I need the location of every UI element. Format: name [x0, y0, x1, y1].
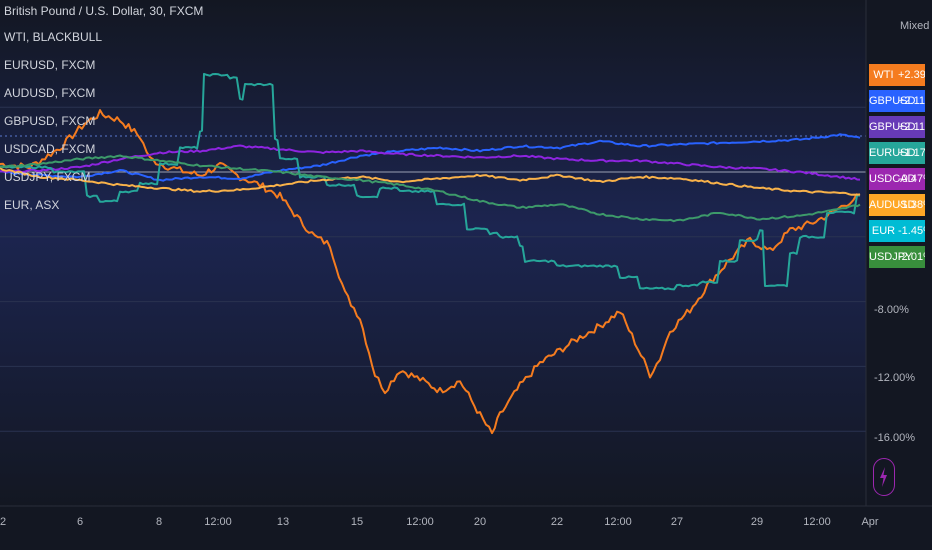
series-line-eurusd-3[interactable]	[0, 72, 860, 291]
x-tick-label: 13	[276, 516, 290, 528]
scale-mode-label[interactable]: Mixed	[900, 20, 930, 32]
x-tick-label: 27	[670, 516, 684, 528]
series-line-gbpusd-2[interactable]	[0, 144, 861, 181]
legend-item[interactable]: EUR, ASX	[4, 198, 60, 212]
price-badge-symbol: GBPUSD	[869, 121, 916, 133]
x-tick-label: 12:00	[406, 516, 434, 528]
price-badge-symbol: USDJPY	[869, 251, 913, 263]
x-tick-label: 2	[0, 516, 7, 528]
price-badge-usdcad: USDCAD-0.47%	[869, 168, 925, 190]
legend-item[interactable]: USDJPY, FXCM	[4, 170, 91, 184]
y-tick-label: -8.00%	[874, 304, 909, 316]
x-tick-label: 29	[750, 516, 764, 528]
price-badge-symbol: EUR	[871, 225, 896, 237]
x-tick-label: 15	[350, 516, 364, 528]
y-tick-label: -16.00%	[874, 432, 915, 444]
series-line-audusd-4[interactable]	[0, 167, 861, 196]
legend-item[interactable]: GBPUSD, FXCM	[4, 114, 96, 128]
lightning-glyph	[880, 467, 887, 487]
x-tick-label: 8	[155, 516, 163, 528]
price-badge-value: -0.47%	[898, 173, 925, 185]
price-badge-audusd: AUDUSD-1.38%	[869, 194, 925, 216]
price-badge-gbpusd: GBPUSD+2.11%	[869, 116, 925, 138]
legend-item[interactable]: WTI, BLACKBULL	[4, 30, 103, 44]
legend-item[interactable]: USDCAD, FXCM	[4, 142, 96, 156]
price-badge-usdjpy: USDJPY-2.01%	[869, 246, 925, 268]
price-badge-value: -2.01%	[898, 251, 925, 263]
x-tick-label: 6	[76, 516, 84, 528]
series-line-usdjpy-5[interactable]	[0, 154, 861, 223]
x-tick-label: 12:00	[604, 516, 632, 528]
y-tick-label: -12.00%	[874, 372, 915, 384]
plot-background	[0, 0, 866, 506]
x-tick-label: 12:00	[204, 516, 232, 528]
price-badge-value: +2.11%	[898, 121, 925, 133]
price-badge-symbol: GBPUSD	[869, 95, 916, 107]
price-badge-wti: WTI +2.39%	[869, 64, 925, 86]
price-badge-symbol: USDCAD	[869, 173, 916, 185]
x-tick-label: 12:00	[803, 516, 831, 528]
x-tick-label: 22	[550, 516, 564, 528]
main-symbol-title[interactable]: British Pound / U.S. Dollar, 30, FXCM	[4, 4, 204, 18]
legend-item[interactable]: EURUSD, FXCM	[4, 58, 96, 72]
price-badge-symbol: WTI	[873, 69, 894, 81]
lightning-icon[interactable]	[873, 458, 895, 496]
price-badge-symbol: AUDUSD	[869, 199, 916, 211]
price-badge-symbol: EURUSD	[869, 147, 916, 159]
series-line-gbpusd-1[interactable]	[0, 133, 861, 182]
price-badge-eurusd: EURUSD+1.17%	[869, 142, 925, 164]
price-badge-value: +1.17%	[898, 147, 925, 159]
price-badge-value: -1.38%	[898, 199, 925, 211]
price-badge-value: +2.11%	[898, 95, 925, 107]
price-badge-eur: EUR-1.45%	[869, 220, 925, 242]
price-badge-gbpusd: GBPUSD+2.11%	[869, 90, 925, 112]
price-badge-value: +2.39%	[898, 69, 925, 81]
x-tick-label: 20	[473, 516, 487, 528]
legend-item[interactable]: AUDUSD, FXCM	[4, 86, 96, 100]
x-tick-label: Apr	[861, 516, 879, 528]
price-badge-value: -1.45%	[898, 225, 925, 237]
